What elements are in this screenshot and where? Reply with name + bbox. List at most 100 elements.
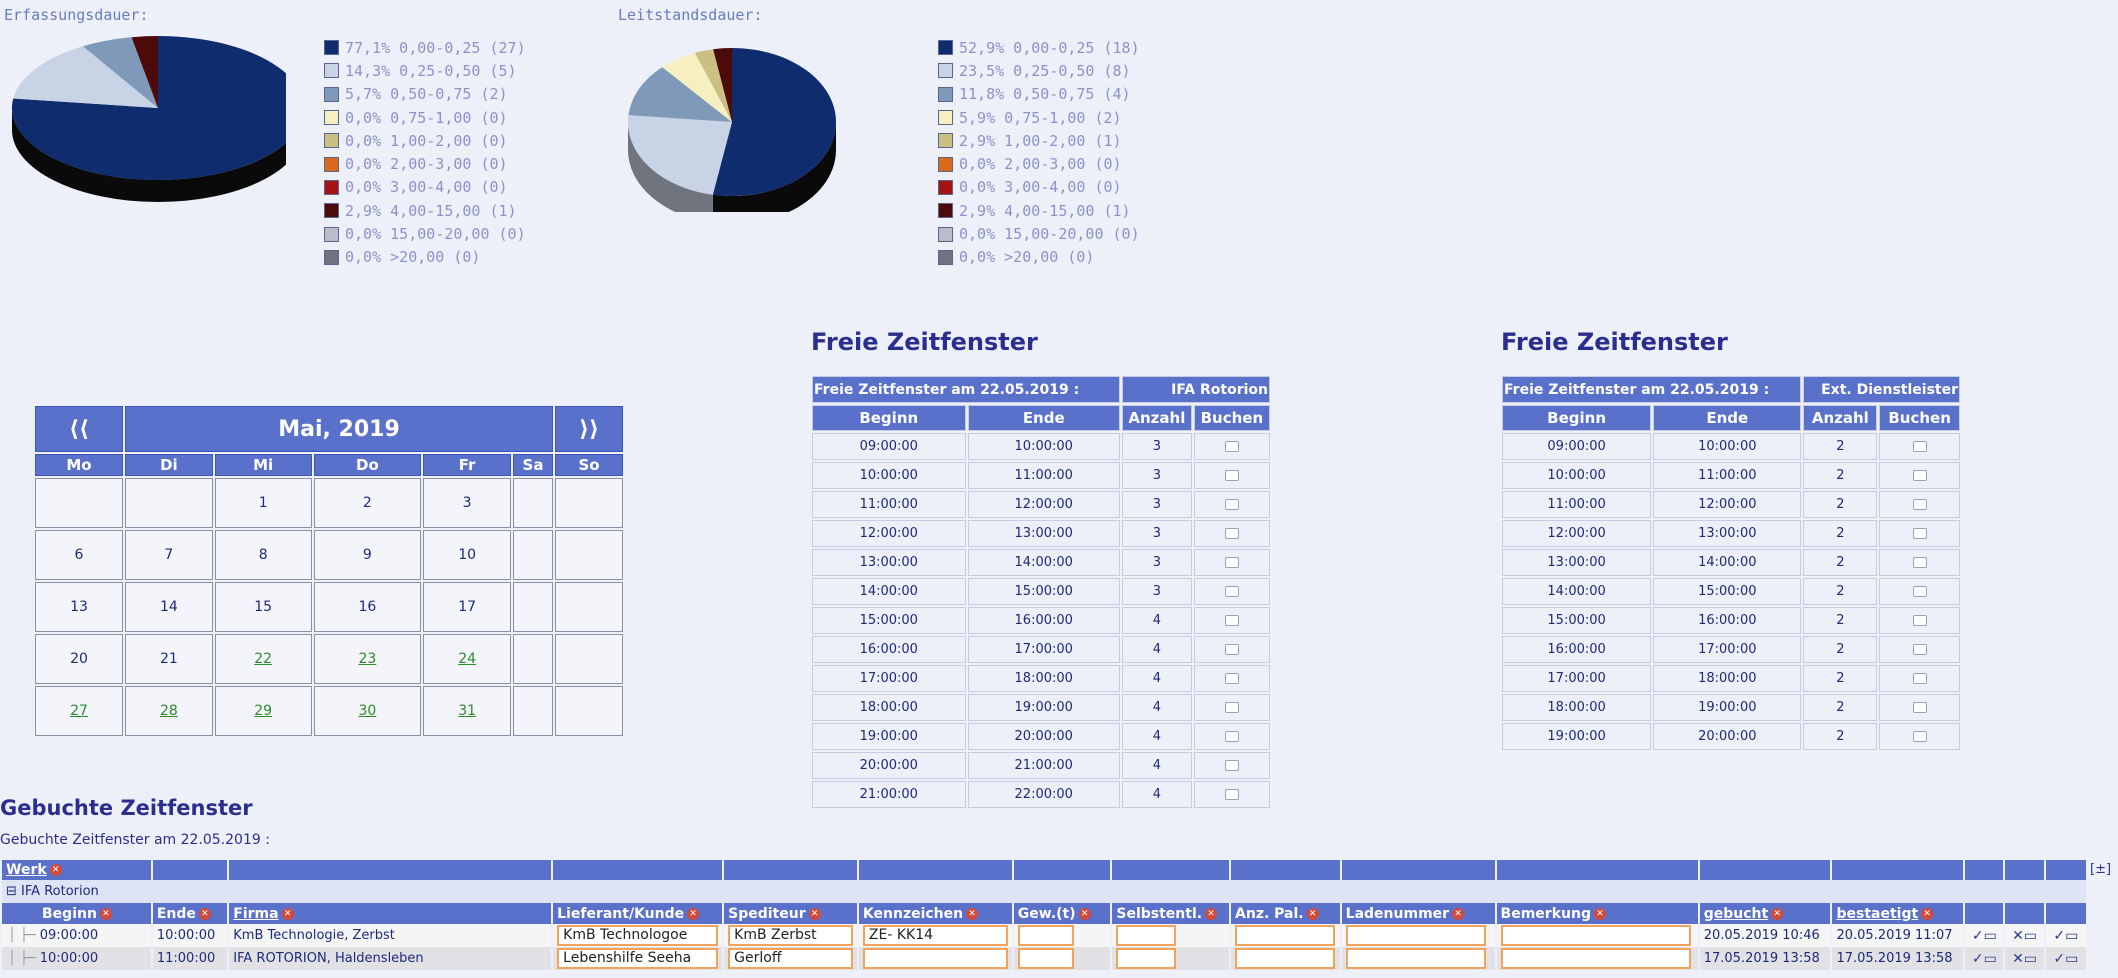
- kennzeichen-input[interactable]: [862, 948, 1008, 969]
- calendar-prev-button[interactable]: ⟨⟨: [35, 406, 123, 452]
- book-slot-checkbox[interactable]: [1224, 615, 1239, 626]
- group-row-ifa[interactable]: ⊟ IFA Rotorion: [2, 880, 2086, 903]
- accept-icon[interactable]: ✓▭: [2045, 924, 2086, 947]
- pal-input[interactable]: [1235, 948, 1336, 969]
- booked-col-header[interactable]: Kennzeichen ✕: [858, 903, 1012, 924]
- book-slot-checkbox[interactable]: [1912, 673, 1927, 684]
- booked-col-header[interactable]: Ende ✕: [152, 903, 228, 924]
- remove-column-icon[interactable]: ✕: [808, 907, 821, 920]
- remove-column-icon[interactable]: ✕: [1205, 907, 1218, 920]
- calendar-day-number[interactable]: 30: [358, 703, 377, 719]
- book-slot-checkbox[interactable]: [1912, 528, 1927, 539]
- booked-col-header[interactable]: Selbstentl. ✕: [1112, 903, 1230, 924]
- calendar-day-number[interactable]: 24: [458, 651, 477, 667]
- remove-column-icon[interactable]: ✕: [99, 907, 112, 920]
- gew-input[interactable]: [1017, 948, 1074, 969]
- remove-column-icon[interactable]: ✕: [1771, 907, 1784, 920]
- pie-slice: [12, 36, 286, 180]
- calendar-day[interactable]: 23: [313, 634, 422, 684]
- book-slot-checkbox[interactable]: [1912, 557, 1927, 568]
- book-slot-checkbox[interactable]: [1224, 499, 1239, 510]
- booked-col-header[interactable]: Anz. Pal. ✕: [1231, 903, 1340, 924]
- booked-col-header[interactable]: Ladenummer ✕: [1341, 903, 1495, 924]
- bem-input[interactable]: [1500, 925, 1691, 946]
- calendar-empty-cell: [555, 478, 623, 528]
- calendar-day[interactable]: 29: [214, 686, 312, 736]
- calendar-day[interactable]: 31: [423, 686, 511, 736]
- calendar-day-number[interactable]: 31: [458, 703, 477, 719]
- accept-icon[interactable]: ✓▭: [2045, 947, 2086, 970]
- calendar-day[interactable]: 30: [313, 686, 422, 736]
- gew-input[interactable]: [1017, 925, 1074, 946]
- book-slot-checkbox[interactable]: [1224, 789, 1239, 800]
- kennzeichen-input[interactable]: ZE- KK14: [862, 925, 1008, 946]
- booked-col-header[interactable]: Bemerkung ✕: [1496, 903, 1698, 924]
- book-slot-checkbox[interactable]: [1912, 644, 1927, 655]
- book-slot-checkbox[interactable]: [1224, 702, 1239, 713]
- calendar-next-button[interactable]: ⟩⟩: [555, 406, 623, 452]
- book-slot-checkbox[interactable]: [1224, 731, 1239, 742]
- calendar-day[interactable]: 28: [125, 686, 213, 736]
- calendar-day: 20: [35, 634, 123, 684]
- book-slot-checkbox[interactable]: [1912, 731, 1927, 742]
- book-slot-checkbox[interactable]: [1912, 441, 1927, 452]
- remove-column-icon[interactable]: ✕: [1078, 907, 1091, 920]
- delete-icon[interactable]: ✕▭: [2005, 924, 2044, 947]
- calendar-day-number[interactable]: 23: [358, 651, 377, 667]
- booked-col-header[interactable]: Firma ✕: [229, 903, 552, 924]
- book-slot-checkbox[interactable]: [1224, 557, 1239, 568]
- spediteur-input[interactable]: KmB Zerbst: [728, 925, 853, 946]
- booked-col-header[interactable]: Lieferant/Kunde ✕: [553, 903, 723, 924]
- calendar-day[interactable]: 22: [214, 634, 312, 684]
- remove-column-icon[interactable]: ✕: [1452, 907, 1465, 920]
- confirm-icon[interactable]: ✓▭: [1965, 947, 2004, 970]
- remove-column-icon[interactable]: ✕: [687, 907, 700, 920]
- confirm-icon[interactable]: ✓▭: [1965, 924, 2004, 947]
- calendar-day-number[interactable]: 28: [159, 703, 178, 719]
- remove-column-icon[interactable]: ✕: [1593, 907, 1606, 920]
- selbst-input[interactable]: [1116, 925, 1177, 946]
- book-slot-checkbox[interactable]: [1224, 528, 1239, 539]
- lieferant-input[interactable]: Lebenshilfe Seeha: [557, 948, 719, 969]
- legend-label: 2,9% 4,00-15,00 (1): [959, 201, 1131, 220]
- lade-input[interactable]: [1345, 948, 1486, 969]
- lade-input[interactable]: [1345, 925, 1486, 946]
- remove-group-icon[interactable]: ✕: [49, 864, 62, 876]
- group-col-werk[interactable]: Werk ✕: [2, 860, 151, 880]
- remove-column-icon[interactable]: ✕: [966, 907, 979, 920]
- book-slot-checkbox[interactable]: [1224, 644, 1239, 655]
- calendar-day-number[interactable]: 22: [254, 651, 273, 667]
- bem-input[interactable]: [1500, 948, 1691, 969]
- remove-column-icon[interactable]: ✕: [281, 907, 294, 920]
- slot-row: 19:00:00 20:00:00 2: [1502, 723, 1960, 750]
- remove-column-icon[interactable]: ✕: [198, 907, 211, 920]
- toggle-all-button[interactable]: [±]: [2090, 862, 2112, 877]
- booked-col-header[interactable]: Spediteur ✕: [724, 903, 857, 924]
- book-slot-checkbox[interactable]: [1912, 615, 1927, 626]
- book-slot-checkbox[interactable]: [1224, 470, 1239, 481]
- lieferant-input[interactable]: KmB Technologoe: [557, 925, 719, 946]
- booked-col-header[interactable]: bestaetigt ✕: [1832, 903, 1964, 924]
- booked-col-header[interactable]: Gew.(t) ✕: [1013, 903, 1111, 924]
- book-slot-checkbox[interactable]: [1224, 760, 1239, 771]
- book-slot-checkbox[interactable]: [1912, 702, 1927, 713]
- book-slot-checkbox[interactable]: [1224, 586, 1239, 597]
- remove-column-icon[interactable]: ✕: [1921, 907, 1934, 920]
- selbst-input[interactable]: [1116, 948, 1177, 969]
- calendar-day[interactable]: 27: [35, 686, 123, 736]
- book-slot-checkbox[interactable]: [1912, 499, 1927, 510]
- pal-input[interactable]: [1235, 925, 1336, 946]
- calendar-day-number[interactable]: 27: [70, 703, 88, 719]
- calendar-day[interactable]: 24: [423, 634, 511, 684]
- collapse-icon[interactable]: ⊟: [6, 884, 17, 899]
- book-slot-checkbox[interactable]: [1224, 673, 1239, 684]
- calendar-day-number[interactable]: 29: [254, 703, 273, 719]
- booked-col-header[interactable]: gebucht ✕: [1699, 903, 1831, 924]
- book-slot-checkbox[interactable]: [1224, 441, 1239, 452]
- booked-col-header[interactable]: Beginn ✕: [2, 903, 151, 924]
- delete-icon[interactable]: ✕▭: [2005, 947, 2044, 970]
- book-slot-checkbox[interactable]: [1912, 470, 1927, 481]
- spediteur-input[interactable]: Gerloff: [728, 948, 853, 969]
- remove-column-icon[interactable]: ✕: [1306, 907, 1319, 920]
- book-slot-checkbox[interactable]: [1912, 586, 1927, 597]
